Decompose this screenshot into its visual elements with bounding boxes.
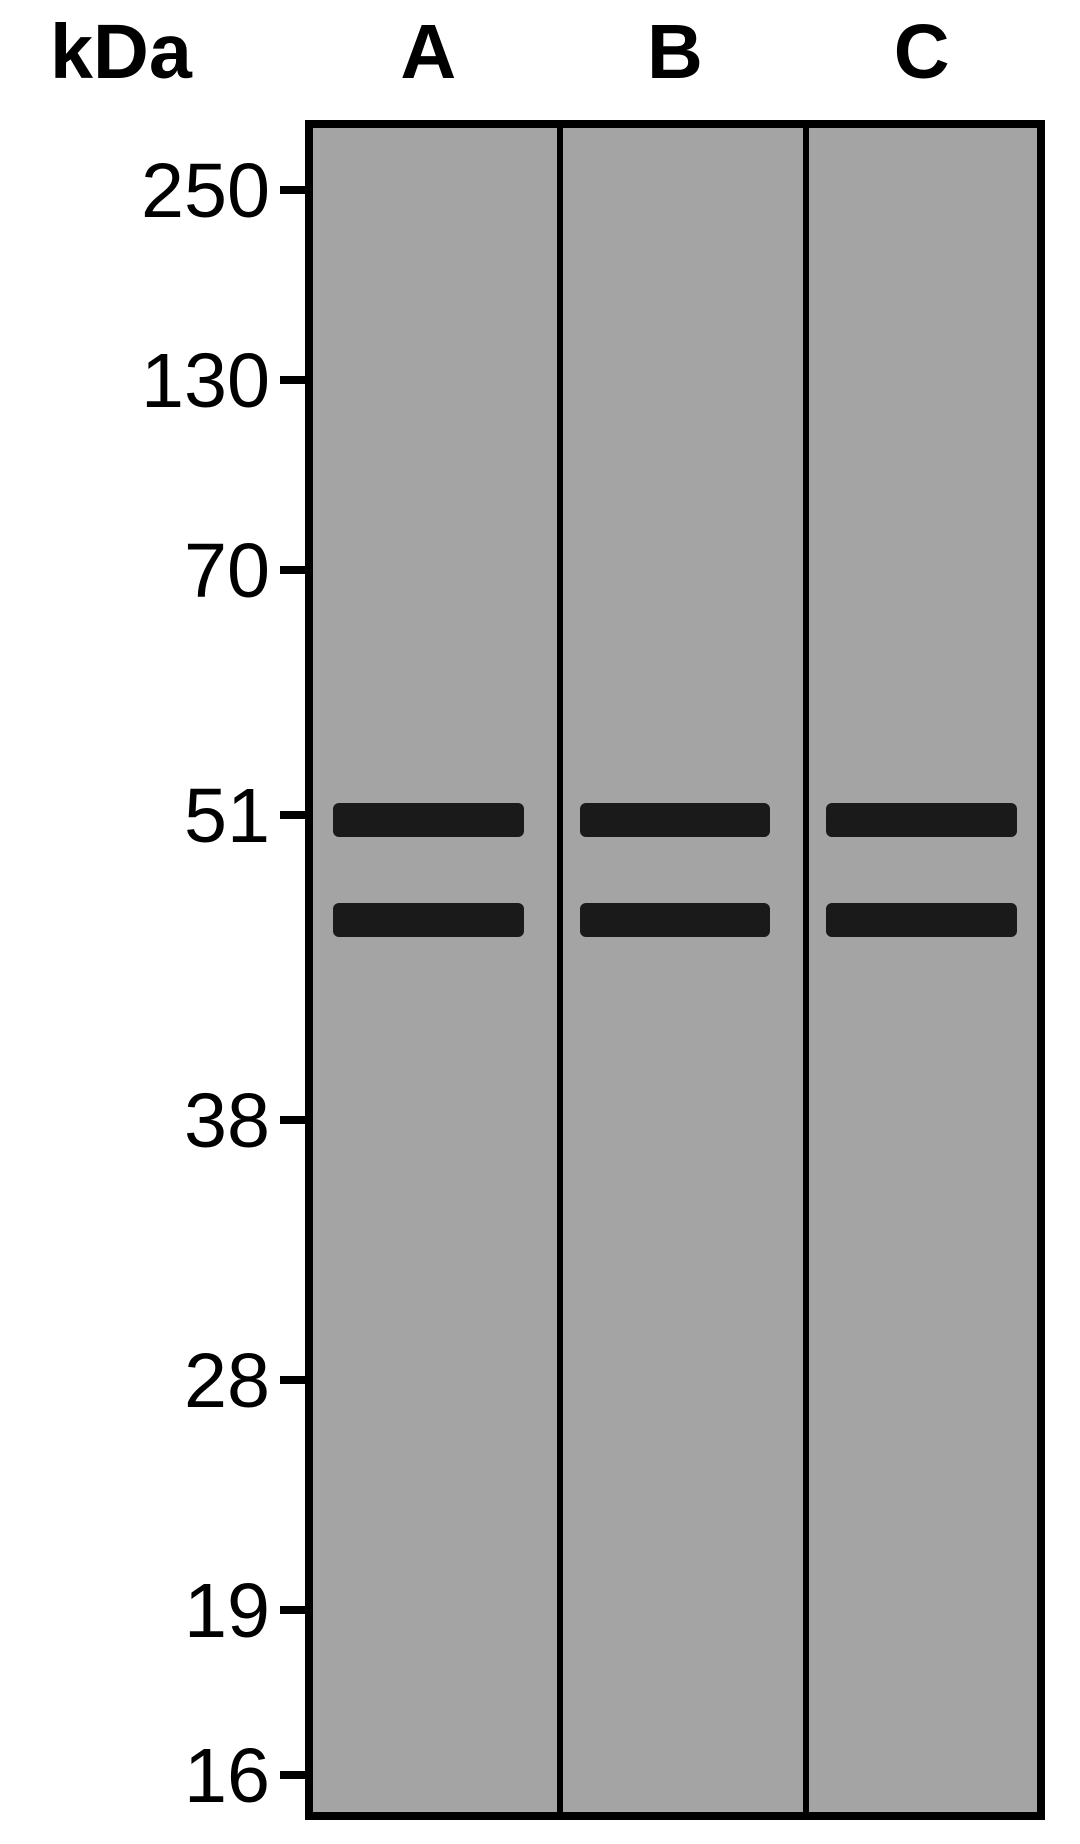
lane-header-b: B [552, 8, 799, 97]
lane-header-a: A [305, 8, 552, 97]
lane-divider [557, 128, 563, 1812]
mw-tick [280, 1116, 305, 1124]
mw-label: 70 [50, 527, 270, 616]
lane-divider [803, 128, 809, 1812]
mw-tick [280, 811, 305, 819]
mw-label: 250 [50, 147, 270, 236]
mw-label: 51 [50, 772, 270, 861]
mw-tick [280, 1771, 305, 1779]
protein-band [826, 803, 1017, 837]
mw-tick [280, 1376, 305, 1384]
protein-band [333, 803, 524, 837]
protein-band [826, 903, 1017, 937]
mw-label: 16 [50, 1732, 270, 1821]
western-blot-figure: kDa ABC 250 130 70 51 38 28 19 16 [0, 0, 1080, 1844]
mw-tick [280, 1606, 305, 1614]
lane-header-c: C [798, 8, 1045, 97]
mw-tick [280, 566, 305, 574]
mw-label: 19 [50, 1567, 270, 1656]
mw-tick [280, 376, 305, 384]
mw-tick [280, 186, 305, 194]
axis-unit-label: kDa [50, 8, 192, 97]
mw-label: 38 [50, 1077, 270, 1166]
mw-label: 130 [50, 337, 270, 426]
protein-band [580, 803, 771, 837]
blot-membrane [305, 120, 1045, 1820]
protein-band [580, 903, 771, 937]
protein-band [333, 903, 524, 937]
mw-label: 28 [50, 1337, 270, 1426]
